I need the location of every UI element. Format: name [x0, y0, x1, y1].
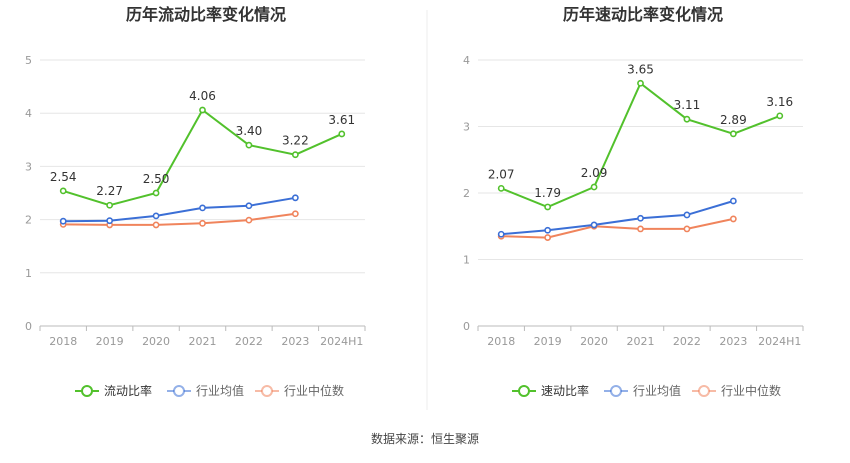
legend-label[interactable]: 速动比率: [541, 383, 589, 398]
data-point: [637, 214, 644, 222]
y-tick-label: 1: [25, 267, 32, 280]
data-label: 2.09: [581, 166, 608, 180]
data-point: [106, 201, 114, 209]
legend-marker: [261, 385, 273, 397]
x-tick-label: 2020: [142, 335, 170, 348]
data-point: [106, 217, 114, 225]
data-label: 2.50: [143, 172, 170, 186]
data-point: [497, 184, 505, 192]
data-label: 2.27: [96, 184, 123, 198]
data-label: 3.11: [674, 98, 701, 112]
x-tick-label: 2019: [96, 335, 124, 348]
series-line-1: [501, 200, 734, 236]
data-point: [590, 221, 598, 229]
y-tick-label: 2: [463, 187, 470, 200]
y-tick-label: 1: [463, 254, 470, 267]
y-tick-label: 0: [25, 320, 32, 333]
x-tick-label: 2020: [580, 335, 608, 348]
x-tick-label: 2021: [189, 335, 217, 348]
x-tick-label: 2022: [673, 335, 701, 348]
y-tick-label: 4: [25, 107, 32, 120]
legend-label[interactable]: 流动比率: [104, 383, 152, 398]
data-point: [637, 225, 644, 233]
legend-label[interactable]: 行业中位数: [284, 383, 344, 398]
legend-marker: [173, 385, 185, 397]
x-tick-label: 2021: [627, 335, 655, 348]
data-label: 3.40: [236, 124, 263, 138]
legend-marker: [610, 385, 622, 397]
legend-label[interactable]: 行业均值: [196, 383, 244, 398]
data-point: [683, 211, 691, 219]
y-tick-label: 3: [463, 121, 470, 134]
data-point: [199, 219, 206, 227]
data-point: [776, 112, 784, 120]
data-point: [291, 210, 299, 218]
data-point: [590, 183, 598, 191]
y-tick-label: 0: [463, 320, 470, 333]
data-point: [338, 130, 346, 138]
data-label: 3.61: [328, 113, 355, 127]
x-tick-label: 2023: [281, 335, 309, 348]
data-point: [544, 234, 552, 241]
source-note: 数据来源：恒生聚源: [371, 431, 479, 446]
data-point: [152, 189, 160, 197]
legend-marker: [518, 385, 530, 397]
series-line-2: [501, 217, 734, 239]
chart-title: 历年流动比率变化情况: [126, 5, 286, 24]
data-label: 2.54: [50, 170, 77, 184]
data-point: [245, 202, 253, 210]
data-point: [729, 215, 737, 223]
y-tick-label: 5: [25, 54, 32, 67]
data-point: [245, 216, 253, 224]
series-line-1: [63, 196, 296, 223]
x-tick-label: 2022: [235, 335, 263, 348]
data-label: 2.89: [720, 113, 747, 127]
legend-label[interactable]: 行业均值: [633, 383, 681, 398]
x-tick-label: 2023: [719, 335, 747, 348]
data-label: 3.65: [627, 62, 654, 76]
data-label: 3.16: [766, 95, 793, 109]
data-point: [637, 79, 644, 87]
data-point: [729, 197, 737, 205]
data-label: 1.79: [534, 186, 561, 200]
data-point: [199, 106, 206, 114]
legend-label[interactable]: 行业中位数: [721, 383, 781, 398]
data-point: [291, 151, 299, 159]
x-tick-label: 2018: [487, 335, 515, 348]
y-tick-label: 2: [25, 214, 32, 227]
x-tick-label: 2018: [49, 335, 77, 348]
series-line-2: [63, 212, 296, 226]
data-point: [59, 217, 67, 225]
data-label: 2.07: [488, 167, 515, 181]
data-point: [729, 130, 737, 138]
legend-marker: [698, 385, 710, 397]
legend-marker: [81, 385, 93, 397]
data-point: [291, 194, 299, 202]
data-point: [544, 203, 552, 211]
data-point: [59, 187, 67, 195]
data-point: [497, 230, 505, 238]
data-point: [683, 115, 691, 123]
data-point: [245, 141, 253, 149]
x-tick-label: 2024H1: [758, 335, 801, 348]
y-tick-label: 3: [25, 160, 32, 173]
data-point: [152, 212, 160, 220]
data-label: 4.06: [189, 89, 216, 103]
data-point: [683, 225, 691, 233]
y-tick-label: 4: [463, 54, 470, 67]
data-point: [544, 226, 552, 234]
data-point: [199, 204, 206, 212]
chart-title: 历年速动比率变化情况: [563, 5, 723, 24]
x-tick-label: 2019: [534, 335, 562, 348]
x-tick-label: 2024H1: [320, 335, 363, 348]
data-point: [152, 221, 160, 229]
data-label: 3.22: [282, 134, 309, 148]
